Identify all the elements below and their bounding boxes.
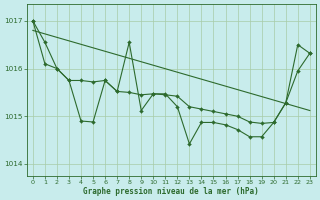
- X-axis label: Graphe pression niveau de la mer (hPa): Graphe pression niveau de la mer (hPa): [84, 187, 259, 196]
